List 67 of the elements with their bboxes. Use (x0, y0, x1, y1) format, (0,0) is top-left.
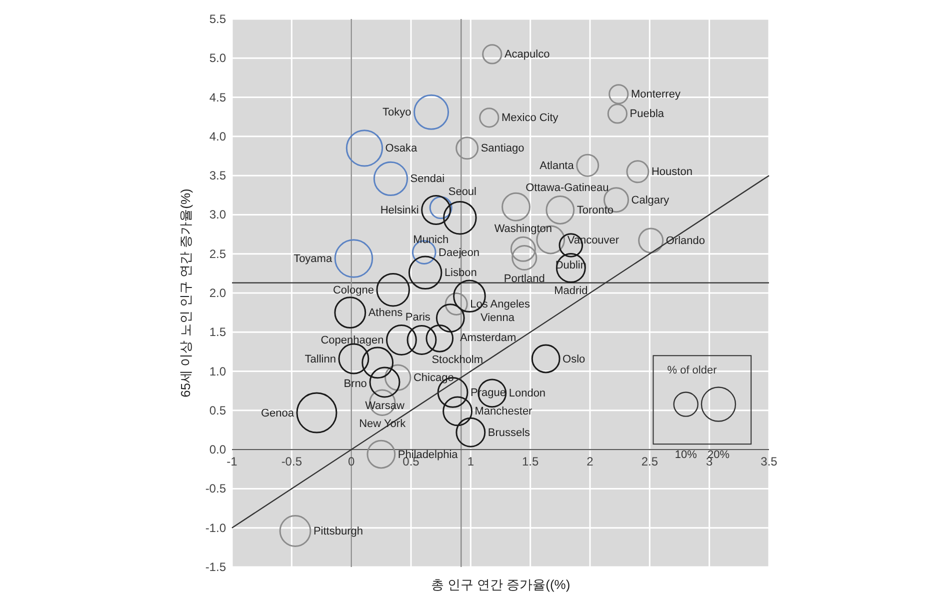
annotation: Lisbon (444, 267, 477, 280)
y-tick-label: 0.0 (209, 442, 226, 457)
x-tick-label: -1 (226, 454, 238, 469)
annotation: Manchester (474, 406, 533, 418)
x-tick-label: 0 (348, 454, 355, 469)
annotation: Genoa (260, 407, 295, 420)
y-tick-label: 2.5 (209, 246, 226, 261)
annotation: Houston (651, 166, 692, 178)
annotation: Amsterdam (460, 332, 516, 344)
annotation: Tokyo (382, 106, 412, 119)
x-tick-label: 3.5 (760, 454, 778, 469)
y-tick-label: 3.0 (209, 208, 226, 222)
annotation: Acapulco (504, 48, 550, 61)
annotation: Daejeon (438, 246, 480, 259)
y-axis-title: 65세 이상 노인 인구 연간 증가율(%) (178, 188, 193, 398)
annotation: Warsaw (365, 400, 404, 412)
annotation: Toronto (576, 204, 614, 217)
legend-label: 10% (674, 449, 698, 462)
annotation: Tallinn (304, 353, 336, 366)
y-tick-label: -1.5 (205, 560, 226, 574)
annotation: Brussels (488, 426, 531, 439)
annotation: Paris (405, 311, 431, 324)
annotation: Oslo (562, 353, 586, 366)
annotation: Athens (368, 307, 404, 320)
annotation: Sendai (410, 173, 445, 186)
x-tick-label: 2.5 (641, 454, 658, 469)
x-tick-label: 2 (586, 454, 594, 469)
y-tick-label: 0.5 (209, 403, 226, 418)
y-tick-label: 5.0 (209, 51, 226, 66)
x-tick-label: 1.5 (522, 454, 539, 469)
annotation: Pittsburgh (313, 526, 363, 538)
annotation: Toyama (294, 253, 333, 266)
x-tick-label: 1 (467, 454, 474, 469)
y-tick-label: 5.5 (209, 12, 226, 26)
annotation: Portland (504, 272, 545, 285)
annotation: London (508, 388, 546, 400)
annotation: Cologne (332, 284, 374, 296)
annotation: Munich (413, 234, 449, 246)
y-tick-label: -0.5 (205, 482, 226, 496)
annotation: Copenhagen (320, 334, 384, 346)
annotation: Stockholm (432, 354, 484, 366)
annotation: Osaka (385, 142, 418, 155)
annotation: Calgary (631, 194, 670, 206)
annotation: Atlanta (540, 160, 575, 172)
annotation: Ottawa-Gatineau (526, 182, 609, 194)
y-tick-label: 2.0 (209, 286, 226, 300)
annotation: Chicago (413, 372, 454, 384)
y-tick-label: 3.5 (209, 168, 226, 183)
y-tick-label: 1.0 (209, 364, 226, 378)
annotation: Washington (494, 223, 552, 236)
annotation: Vienna (480, 312, 516, 324)
annotation: Orlando (666, 235, 706, 248)
annotation: Helsinki (380, 204, 419, 217)
annotation: Madrid (554, 285, 588, 298)
legend-title: % of older (667, 364, 718, 377)
annotation: Puebla (630, 108, 665, 120)
y-tick-label: 1.5 (209, 325, 226, 340)
annotation: Mexico City (501, 112, 559, 124)
annotation: Santiago (480, 142, 524, 155)
y-tick-label: 4.5 (209, 90, 226, 104)
x-tick-label: -0.5 (281, 454, 302, 469)
annotation: Monterrey (630, 88, 681, 101)
y-tick-label: 4.0 (209, 129, 226, 144)
annotation: Brno (344, 378, 367, 390)
x-axis-title: 총 인구 연간 증가율((%) (430, 577, 570, 592)
annotation: Seoul (448, 186, 476, 198)
y-tick-label: -1.0 (205, 520, 226, 535)
